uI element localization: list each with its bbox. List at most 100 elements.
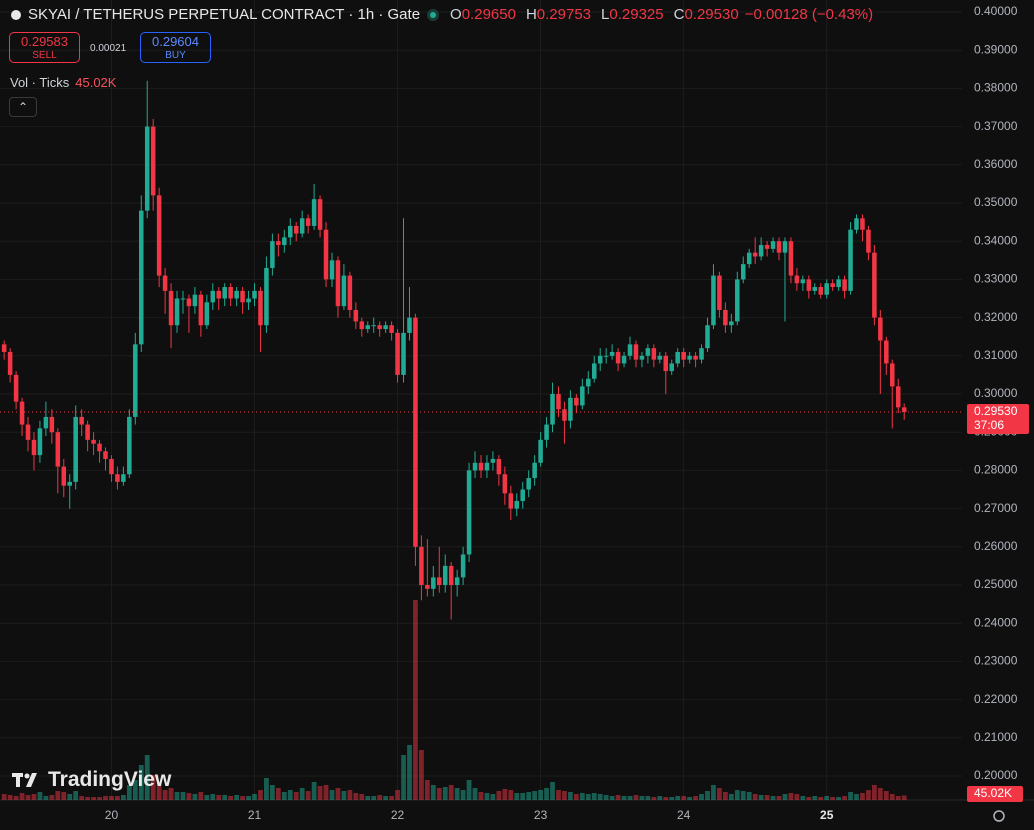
volume-bar — [877, 788, 883, 800]
volume-bar — [603, 795, 609, 800]
volume-bar — [687, 797, 692, 800]
volume-last: 45.02K — [75, 75, 117, 90]
volume-bar — [645, 796, 651, 800]
candle-body — [693, 355, 698, 360]
volume-bar — [228, 796, 234, 800]
volume-bar — [657, 796, 663, 800]
buy-button[interactable]: 0.29604 BUY — [140, 32, 211, 63]
y-tick-label: 0.40000 — [974, 4, 1018, 18]
volume-bar — [514, 793, 520, 800]
volume-bar — [538, 790, 543, 800]
symbol-icon — [11, 9, 21, 20]
volume-bar — [204, 795, 210, 800]
candle-body — [174, 298, 180, 326]
x-tick-label: 21 — [248, 808, 262, 822]
candle-body — [371, 325, 376, 327]
volume-bar — [120, 795, 126, 800]
volume-bar — [484, 793, 490, 800]
candle-body — [210, 290, 216, 303]
volume-bar — [454, 788, 460, 800]
y-tick-label: 0.24000 — [974, 615, 1018, 629]
candle-body — [502, 474, 508, 494]
volume-bar — [198, 792, 204, 800]
candle-body — [407, 317, 412, 333]
volume-bar — [812, 796, 818, 800]
watermark-logo — [12, 773, 37, 787]
volume-bar — [526, 792, 532, 800]
candle-body — [180, 298, 186, 300]
volume-bar — [25, 795, 31, 800]
volume-bar — [109, 796, 114, 800]
collapse-button[interactable]: ⌃ — [9, 97, 37, 117]
volume-bar — [79, 796, 85, 800]
candle-body — [377, 325, 382, 330]
volume-bar — [627, 796, 633, 800]
volume-bar — [818, 797, 824, 800]
candle-body — [299, 218, 305, 234]
candle-body — [812, 287, 818, 291]
y-tick-label: 0.26000 — [974, 539, 1018, 553]
candle-body — [556, 394, 561, 410]
candle-body — [484, 462, 490, 471]
volume-badge — [967, 786, 1023, 802]
candle-body — [901, 407, 907, 412]
volume-bar — [270, 785, 275, 800]
candle-body — [222, 287, 227, 299]
candle-body — [43, 416, 49, 429]
sell-button[interactable]: 0.29583 SELL — [9, 32, 80, 63]
volume-bar — [496, 791, 502, 800]
x-tick-label: 25 — [820, 808, 834, 822]
volume-bar — [168, 788, 174, 800]
volume-bar — [830, 797, 836, 800]
y-tick-label: 0.28000 — [974, 463, 1018, 477]
volume-bar — [889, 794, 895, 800]
volume-bar — [353, 793, 359, 800]
candle-body — [37, 428, 43, 456]
candle-body — [830, 283, 835, 288]
volume-bar — [568, 792, 573, 800]
volume-bar — [770, 796, 776, 800]
candle-body — [353, 309, 359, 322]
volume-bar — [597, 794, 603, 800]
x-tick-label: 23 — [534, 808, 548, 822]
volume-bar — [848, 792, 853, 800]
candle-body — [681, 351, 686, 360]
volume-bar — [192, 794, 198, 800]
volume-bar — [61, 792, 67, 800]
volume-bar — [275, 788, 281, 800]
candle-body — [514, 500, 520, 509]
candle-body — [586, 378, 591, 387]
volume-bar — [180, 792, 186, 800]
volume-bar — [19, 793, 25, 800]
volume-bar — [854, 794, 859, 800]
volume-bar — [85, 797, 91, 800]
y-tick-label: 0.32000 — [974, 310, 1018, 324]
candle-body — [806, 279, 812, 291]
candle-body — [460, 554, 466, 578]
y-tick-label: 0.30000 — [974, 386, 1018, 400]
open-value: 0.29650 — [461, 6, 516, 23]
candle-body — [842, 279, 847, 291]
volume-bar — [746, 792, 752, 800]
volume-bar — [705, 791, 710, 800]
volume-bar — [639, 796, 645, 800]
candle-body — [591, 363, 597, 379]
volume-bar — [669, 797, 675, 800]
volume-bar — [252, 794, 257, 800]
volume-bar — [323, 785, 329, 800]
candle-body — [156, 195, 162, 276]
volume-bar — [585, 794, 591, 800]
candle-body — [895, 386, 901, 408]
volume-bar — [681, 796, 687, 800]
candle-body — [49, 416, 55, 433]
y-tick-label: 0.20000 — [974, 768, 1018, 782]
volume-bar — [67, 794, 73, 800]
volume-bar — [37, 792, 43, 800]
volume-bar — [794, 794, 800, 800]
volume-bar — [466, 780, 472, 800]
settings-button[interactable] — [993, 810, 1005, 822]
buy-label: BUY — [165, 50, 186, 61]
candle-body — [615, 351, 621, 364]
candle-body — [121, 474, 126, 482]
x-tick-label: 22 — [391, 808, 405, 822]
